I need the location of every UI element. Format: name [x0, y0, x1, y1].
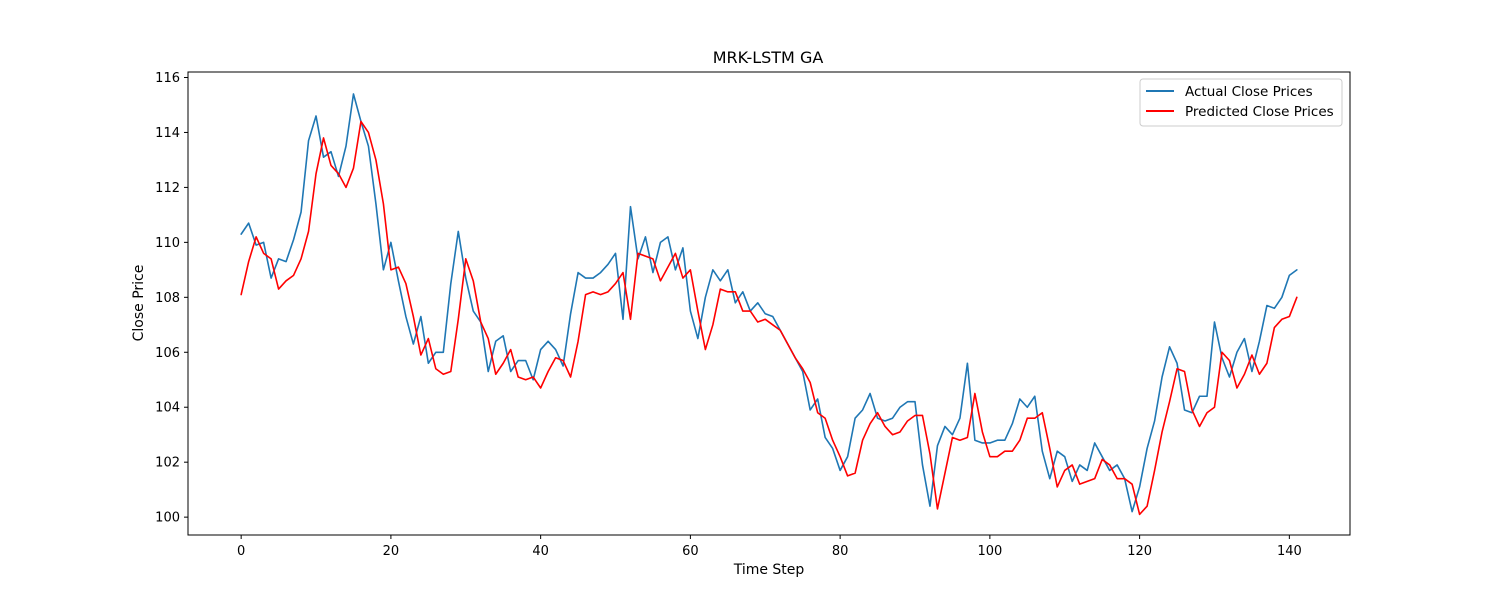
series-layer [240, 93, 1298, 516]
y-tick-label: 114 [155, 126, 180, 141]
y-tick-label: 104 [155, 401, 180, 416]
x-tick-label: 80 [832, 544, 849, 559]
y-axis: 100 102 104 106 108 110 112 114 116 [155, 71, 188, 526]
chart-title: MRK-LSTM GA [713, 48, 824, 67]
x-tick-label: 120 [1127, 544, 1152, 559]
legend-label-predicted: Predicted Close Prices [1185, 104, 1334, 120]
x-tick-label: 40 [532, 544, 549, 559]
x-tick-label: 20 [383, 544, 400, 559]
y-tick-label: 112 [155, 181, 180, 196]
y-tick-label: 100 [155, 511, 180, 526]
x-tick-label: 140 [1277, 544, 1302, 559]
y-axis-title: Close Price [131, 265, 147, 342]
x-tick-label: 0 [237, 544, 245, 559]
x-axis-title: Time Step [733, 562, 805, 578]
legend-label-actual: Actual Close Prices [1185, 84, 1313, 100]
y-tick-label: 102 [155, 456, 180, 471]
x-axis: 0 20 40 60 80 100 120 140 [237, 535, 1302, 559]
series-line-1 [240, 120, 1298, 516]
y-tick-label: 106 [155, 346, 180, 361]
y-tick-label: 108 [155, 291, 180, 306]
legend-box [1139, 78, 1343, 127]
plot-frame [187, 71, 1351, 536]
y-tick-label: 116 [155, 71, 180, 86]
series-line-0 [240, 93, 1298, 513]
legend: Actual Close Prices Predicted Close Pric… [1139, 78, 1343, 127]
x-tick-label: 100 [977, 544, 1002, 559]
x-tick-label: 60 [682, 544, 699, 559]
y-tick-label: 110 [155, 236, 180, 251]
